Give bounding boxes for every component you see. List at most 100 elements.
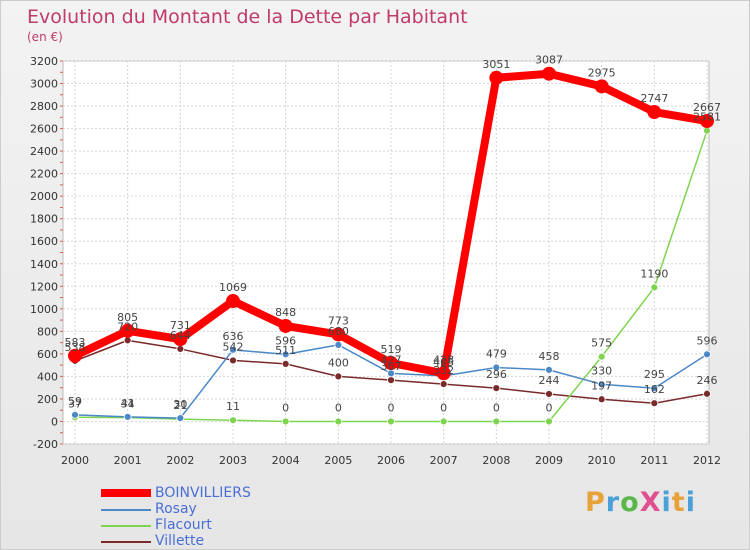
data-label-rosay: 636 (223, 330, 244, 343)
data-point-flacourt (492, 417, 501, 426)
data-point-flacourt (439, 417, 448, 426)
data-label-flacourt: 1190 (640, 267, 668, 280)
chart-title: Evolution du Montant de la Dette par Hab… (27, 6, 468, 28)
data-label-villette: 246 (697, 374, 718, 387)
y-tick-label: 2000 (30, 190, 58, 203)
y-tick-label: 400 (37, 370, 58, 383)
legend-label-boinvilliers: BOINVILLIERS (155, 485, 251, 501)
y-tick-label: 2400 (30, 145, 58, 158)
data-label-boinvilliers: 773 (328, 314, 349, 327)
data-label-flacourt: 575 (591, 337, 612, 350)
data-label-villette: 296 (486, 368, 507, 381)
data-point-rosay (281, 350, 290, 359)
data-label-flacourt: 0 (493, 401, 500, 414)
legend-label-rosay: Rosay (155, 501, 197, 517)
data-point-flacourt (597, 352, 606, 361)
y-tick-label: 3000 (30, 78, 58, 91)
data-label-boinvilliers: 3087 (535, 54, 563, 67)
data-label-rosay: 479 (486, 348, 507, 361)
data-point-flacourt (334, 417, 343, 426)
data-label-boinvilliers: 848 (275, 306, 296, 319)
data-point-boinvilliers (331, 327, 346, 342)
x-tick-label: 2007 (430, 454, 458, 467)
data-label-villette: 644 (170, 329, 191, 342)
proxiti-logo: ProXiti (585, 487, 696, 518)
x-tick-label: 2011 (640, 454, 668, 467)
x-tick-label: 2012 (693, 454, 721, 467)
y-tick-label: 1200 (30, 280, 58, 293)
data-label-villette: 367 (381, 360, 402, 373)
x-tick-label: 2002 (166, 454, 194, 467)
y-tick-label: 1000 (30, 303, 58, 316)
data-point-flacourt (650, 283, 659, 292)
y-tick-label: 0 (51, 415, 58, 428)
data-point-villette (597, 395, 606, 404)
data-label-boinvilliers: 2975 (588, 66, 616, 79)
data-point-boinvilliers (68, 348, 82, 363)
data-label-rosay: 330 (591, 364, 612, 377)
data-label-boinvilliers: 3051 (482, 58, 510, 71)
chart-subtitle: (en €) (27, 30, 63, 44)
data-point-villette (703, 389, 711, 398)
x-tick-label: 2005 (324, 454, 352, 467)
data-point-boinvilliers (173, 332, 188, 347)
x-tick-label: 2008 (482, 454, 510, 467)
data-label-villette: 720 (117, 320, 138, 333)
data-label-boinvilliers: 1069 (219, 281, 247, 294)
data-label-rosay: 458 (539, 350, 560, 363)
data-point-villette (439, 380, 448, 388)
x-tick-label: 2000 (61, 454, 89, 467)
data-label-villette: 542 (223, 340, 244, 353)
data-point-villette (650, 399, 659, 408)
data-point-rosay (176, 414, 185, 422)
y-tick-label: 1400 (30, 258, 58, 271)
y-tick-label: 600 (37, 348, 58, 361)
data-point-villette (334, 372, 343, 381)
data-point-villette (492, 384, 501, 393)
data-label-villette: 244 (539, 374, 560, 387)
data-point-villette (387, 376, 395, 385)
data-point-rosay (650, 384, 659, 393)
data-point-boinvilliers (647, 105, 662, 120)
data-point-boinvilliers (384, 356, 398, 371)
legend-swatch-rosay (101, 509, 151, 511)
x-tick-label: 2006 (377, 454, 405, 467)
data-point-boinvilliers (436, 366, 451, 381)
data-label-rosay: 295 (644, 368, 665, 381)
data-label-flacourt: 0 (335, 401, 342, 414)
y-tick-label: 1600 (30, 235, 58, 248)
y-tick-label: 2600 (30, 123, 58, 136)
data-label-boinvilliers: 519 (381, 343, 402, 356)
x-tick-label: 2003 (219, 454, 247, 467)
data-point-rosay (334, 340, 343, 349)
data-label-villette: 538 (65, 341, 86, 354)
data-label-villette: 162 (644, 383, 665, 396)
data-point-villette (123, 336, 132, 345)
data-label-rosay: 30 (173, 398, 187, 411)
data-label-flacourt: 34 (121, 398, 135, 411)
data-point-flacourt (229, 416, 237, 425)
y-tick-label: 1800 (30, 213, 58, 226)
data-point-flacourt (703, 126, 711, 135)
data-label-flacourt: 0 (388, 401, 395, 414)
legend-swatch-villette (101, 541, 151, 543)
data-label-villette: 511 (275, 344, 296, 357)
data-label-flacourt: 0 (282, 401, 289, 414)
data-label-boinvilliers: 2747 (640, 92, 668, 105)
data-point-boinvilliers (489, 70, 504, 85)
data-point-flacourt (387, 417, 395, 426)
data-label-boinvilliers: 805 (117, 311, 138, 324)
y-tick-label: 2200 (30, 168, 58, 181)
y-tick-label: -200 (33, 438, 58, 451)
y-tick-label: 3200 (30, 55, 58, 68)
data-label-villette: 197 (591, 379, 612, 392)
y-tick-label: 200 (37, 393, 58, 406)
x-tick-label: 2010 (588, 454, 616, 467)
data-point-boinvilliers (278, 318, 293, 333)
data-point-rosay (597, 380, 606, 389)
data-point-flacourt (281, 417, 290, 426)
data-point-villette (545, 390, 553, 398)
data-label-rosay: 596 (697, 334, 718, 347)
y-tick-label: 2800 (30, 100, 58, 113)
